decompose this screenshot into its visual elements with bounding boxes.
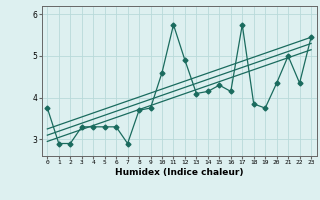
X-axis label: Humidex (Indice chaleur): Humidex (Indice chaleur) — [115, 168, 244, 177]
